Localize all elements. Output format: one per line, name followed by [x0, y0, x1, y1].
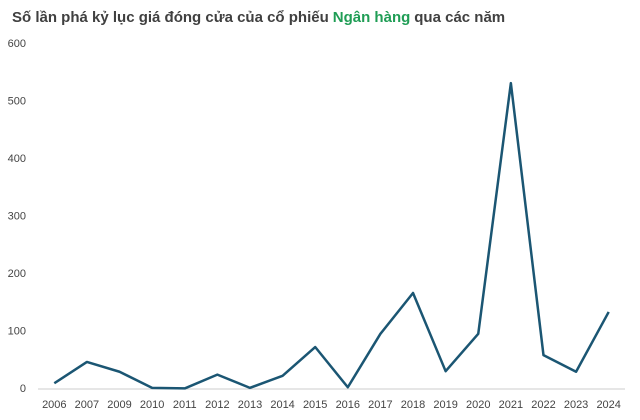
x-tick-label: 2013: [238, 399, 262, 411]
x-tick-label: 2022: [531, 399, 555, 411]
y-tick-label: 300: [8, 210, 26, 222]
title-part: Số lần phá kỷ lục giá đóng cửa của cổ ph…: [12, 9, 329, 26]
x-tick-label: 2015: [303, 399, 327, 411]
x-tick-label: 2020: [466, 399, 490, 411]
x-tick-label: 2009: [107, 399, 131, 411]
y-tick-label: 0: [20, 383, 26, 395]
title-part: qua các năm: [414, 9, 505, 26]
x-tick-label: 2007: [75, 399, 99, 411]
y-tick-label: 500: [8, 95, 26, 107]
x-tick-label: 2019: [433, 399, 457, 411]
line-series: [53, 81, 610, 390]
x-tick-label: 2012: [205, 399, 229, 411]
x-tick-label: 2011: [173, 399, 197, 411]
y-tick-label: 100: [8, 325, 26, 337]
x-tick-label: 2006: [42, 399, 66, 411]
x-tick-label: 2017: [368, 399, 392, 411]
x-tick-label: 2016: [336, 399, 360, 411]
title-highlight: Ngân hàng: [333, 9, 411, 26]
chart-title: Số lần phá kỷ lục giá đóng cửa của cổ ph…: [12, 9, 505, 26]
y-tick-label: 200: [8, 268, 26, 280]
y-tick-label: 600: [8, 38, 26, 50]
x-tick-label: 2024: [596, 399, 620, 411]
x-tick-label: 2018: [401, 399, 425, 411]
x-tick-label: 2010: [140, 399, 164, 411]
x-tick-label: 2021: [499, 399, 523, 411]
x-tick-label: 2014: [270, 399, 294, 411]
y-tick-label: 400: [8, 153, 26, 165]
x-tick-label: 2023: [564, 399, 588, 411]
